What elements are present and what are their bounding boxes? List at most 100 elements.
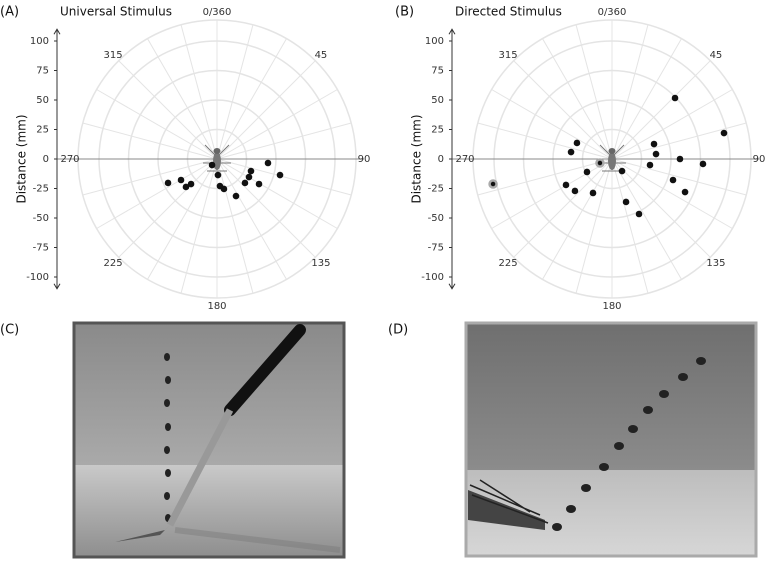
spoke <box>216 158 338 229</box>
polar-chart: 0/360 45 90 135 180 225 270 315 -100 -75 -50 -25 0 25… <box>0 5 370 313</box>
angle-label: 90 <box>358 154 371 165</box>
data-point <box>255 180 263 188</box>
spoke <box>147 158 218 280</box>
spoke <box>575 158 613 294</box>
data-point <box>182 183 190 191</box>
data-point <box>187 180 195 188</box>
angle-label: 225 <box>104 258 123 269</box>
data-point <box>177 176 185 184</box>
data-point <box>583 168 591 176</box>
data-point <box>220 185 228 193</box>
fly-head <box>608 148 616 154</box>
y-tick-label: -100 <box>26 272 49 283</box>
data-point <box>595 158 605 168</box>
panel-label: (B) <box>395 5 414 20</box>
spoke <box>611 122 747 160</box>
panel-label: (C) <box>0 323 19 338</box>
data-point <box>214 171 222 179</box>
angle-label: 270 <box>455 154 474 165</box>
fly-body <box>608 152 616 170</box>
spoke <box>542 158 613 280</box>
y-tick-label: -100 <box>421 272 444 283</box>
angle-label: 180 <box>207 301 226 312</box>
y-tick-label: -25 <box>428 184 444 195</box>
spoke <box>180 158 218 294</box>
data-point <box>618 167 626 175</box>
spoke <box>513 60 613 160</box>
spoke <box>575 24 613 160</box>
data-point <box>699 160 707 168</box>
chart-title: Directed Stimulus <box>455 5 562 19</box>
data-point <box>208 161 216 169</box>
y-tick-label: 75 <box>431 66 444 77</box>
data-point <box>247 167 255 175</box>
angle-label: 135 <box>706 258 725 269</box>
spoke <box>216 158 287 280</box>
data-point <box>622 198 630 206</box>
spoke <box>611 89 733 160</box>
spoke <box>96 89 218 160</box>
y-axis-label: Distance (mm) <box>410 114 424 203</box>
angle-label: 315 <box>499 50 518 61</box>
angle-label: 45 <box>710 50 723 61</box>
fly-legs <box>203 144 231 172</box>
data-point <box>671 94 679 102</box>
y-tick-label: -25 <box>33 184 49 195</box>
data-point <box>676 155 684 163</box>
data-point <box>652 150 660 158</box>
y-tick-label: 25 <box>431 125 444 136</box>
spoke <box>611 24 649 160</box>
data-point <box>264 159 272 167</box>
axis-arrow <box>53 283 61 290</box>
spoke <box>216 158 316 258</box>
angle-label: 90 <box>753 154 765 165</box>
photo-c <box>72 321 346 559</box>
spoke <box>216 158 254 294</box>
axis-arrow <box>448 28 456 35</box>
y-axis-label: Distance (mm) <box>15 114 29 203</box>
y-tick-label: 0 <box>43 154 49 165</box>
spoke <box>82 158 218 196</box>
data-point <box>562 181 570 189</box>
spoke <box>611 158 711 258</box>
fly-head <box>213 148 221 154</box>
chart-title: Universal Stimulus <box>60 5 172 19</box>
spoke <box>611 38 682 160</box>
data-point <box>589 189 597 197</box>
spoke <box>147 38 218 160</box>
y-tick-label: 0 <box>438 154 444 165</box>
y-tick-label: -75 <box>33 243 49 254</box>
angle-label: 315 <box>104 50 123 61</box>
y-tick-label: 75 <box>36 66 49 77</box>
spoke <box>611 158 733 229</box>
spoke <box>216 122 352 160</box>
axis-arrow <box>448 283 456 290</box>
spoke <box>491 158 613 229</box>
spoke <box>611 60 711 160</box>
data-point <box>669 176 677 184</box>
spoke <box>477 122 613 160</box>
y-tick-label: -50 <box>428 213 444 224</box>
data-point <box>720 129 728 137</box>
spoke <box>611 158 747 196</box>
spoke <box>216 60 316 160</box>
data-point <box>488 179 498 189</box>
photo-d <box>464 321 758 558</box>
spoke <box>82 122 218 160</box>
panel-label: (A) <box>0 5 19 20</box>
data-point <box>241 179 249 187</box>
data-point <box>245 173 253 181</box>
y-tick-label: -50 <box>33 213 49 224</box>
spoke <box>118 60 218 160</box>
data-point <box>650 140 658 148</box>
spoke <box>96 158 218 229</box>
data-point <box>635 210 643 218</box>
spoke <box>611 158 682 280</box>
y-tick-label: 50 <box>36 95 49 106</box>
spoke <box>611 158 649 294</box>
spoke <box>513 158 613 258</box>
panel-label: (D) <box>388 323 408 338</box>
polar-chart: 0/360 45 90 135 180 225 270 315 -100 -75 -50 -25 0 25… <box>395 5 765 313</box>
data-point <box>681 188 689 196</box>
